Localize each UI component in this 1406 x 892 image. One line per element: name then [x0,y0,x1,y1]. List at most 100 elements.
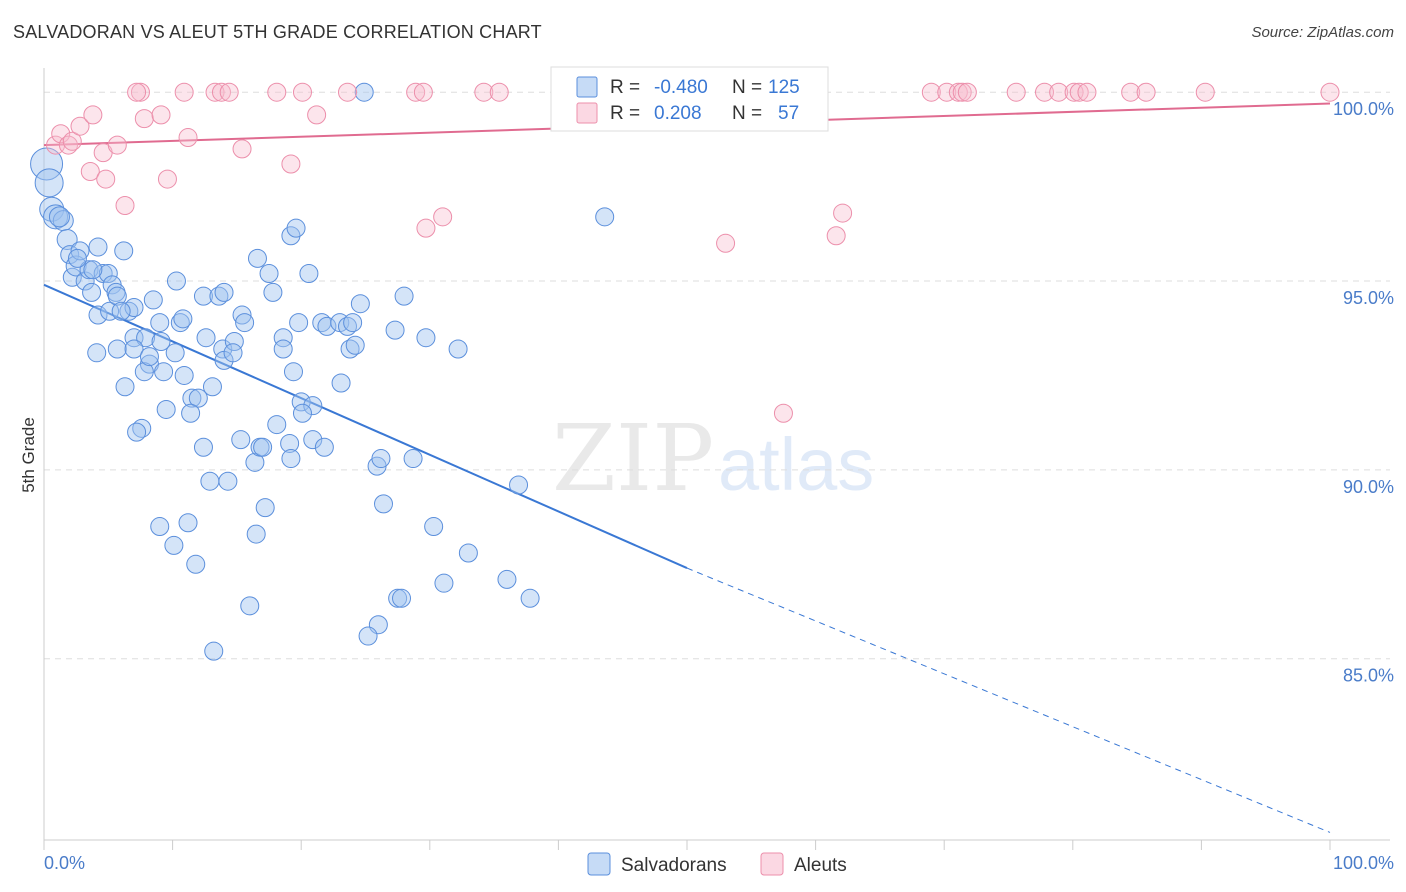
aleuts-point-24 [292,82,312,102]
salvadorans-point-80 [286,218,306,238]
salvadorans-point-90 [273,328,293,348]
salvadorans-point-56 [127,422,147,442]
y-tick-label-3: 100.0% [1333,99,1394,119]
salvadorans-point-99 [331,373,351,393]
salvadorans-point-97 [448,339,468,359]
aleuts-point-17 [178,128,198,148]
salvadorans-point-48 [174,365,194,385]
aleuts-point-21 [232,139,252,159]
stats-legend: R = -0.480 N = 125 R = 0.208 N = 57 [550,66,829,132]
salvadorans-point-83 [289,313,309,333]
salvadorans-point-19 [88,305,108,325]
salvadorans-point-91 [273,339,293,359]
salvadorans-point-22 [124,297,144,317]
salvadorans-point-35 [151,331,171,351]
tick-labels: 85.0% 90.0% 95.0% 100.0% 0.0% 100.0% [44,99,1394,873]
aleuts-point-29 [416,218,436,238]
gridlines [44,91,1390,660]
chart-title: SALVADORAN VS ALEUT 5TH GRADE CORRELATIO… [13,22,542,42]
salvadorans-point-104 [371,449,391,469]
x-tick-label-0: 0.0% [44,853,85,873]
aleuts-point-9 [107,135,127,155]
legend-n-value-2: 57 [778,103,799,124]
aleuts-point-15 [157,169,177,189]
salvadorans-point-10 [75,271,95,291]
salvadorans-point-47 [154,362,174,382]
salvadorans-point-102 [292,403,312,423]
aleuts-point-4 [70,116,90,136]
aleuts-point-45 [952,82,972,102]
aleuts-point-46 [957,82,977,102]
aleuts-point-42 [921,82,941,102]
salvadorans-point-78 [259,263,279,283]
salvadorans-point-38 [165,343,185,363]
aleuts-point-38 [773,403,793,423]
series-legend: Salvadorans Aleuts [587,852,847,876]
salvadorans-point-52 [188,388,208,408]
salvadorans-point-118 [354,82,374,102]
salvadorans-point-2 [39,196,65,222]
salvadorans-trend-extension [686,567,1331,833]
aleuts-point-25 [307,105,327,125]
aleuts-point-20 [219,82,239,102]
salvadorans-point-109 [434,573,454,593]
y-tick-label-2: 95.0% [1343,288,1394,308]
salvadorans-point-53 [156,399,176,419]
salvadorans-point-9 [70,241,90,261]
aleuts-point-28 [413,82,433,102]
legend-n-label-1: N = [732,77,762,98]
aleuts-point-8 [96,169,116,189]
salvadorans-point-8 [65,255,87,277]
salvadorans-point-108 [458,543,478,563]
salvadorans-point-33 [124,328,144,348]
salvadorans-point-87 [337,316,357,336]
salvadorans-point-20 [100,301,120,321]
aleuts-point-49 [1049,82,1069,102]
salvadorans-point-42 [87,343,107,363]
aleuts-point-47 [1006,82,1026,102]
salvadorans-point-77 [247,248,267,268]
bottom-legend-swatch-aleuts [760,852,784,876]
salvadorans-point-76 [204,641,224,661]
aleuts-point-19 [211,82,231,102]
salvadorans-point-94 [385,320,405,340]
salvadorans-point-105 [403,449,423,469]
salvadorans-trend-line [43,283,688,569]
salvadorans-point-13 [88,237,108,257]
aleuts-point-31 [474,82,494,102]
salvadorans-point-30 [214,282,234,302]
aleuts-point-2 [58,135,78,155]
salvadorans-point-110 [497,569,517,589]
aleuts-point-5 [80,162,100,182]
salvadorans-point-101 [303,396,323,416]
aleuts-point-35 [716,233,736,253]
salvadorans-point-85 [317,316,337,336]
salvadorans-point-122 [107,286,127,306]
watermark-atlas: atlas [718,423,874,506]
legend-r-value-2: 0.208 [654,103,702,124]
aleuts-point-16 [174,82,194,102]
aleuts-point-26 [337,82,357,102]
salvadorans-point-116 [509,475,529,495]
salvadorans-point-26 [170,313,190,333]
salvadorans-point-81 [299,263,319,283]
aleuts-point-12 [127,82,147,102]
aleuts-point-56 [1320,82,1340,102]
salvadorans-point-71 [178,513,198,533]
salvadorans-point-119 [83,260,103,280]
bottom-legend-label-salvadorans: Salvadorans [621,855,727,876]
salvadorans-point-112 [392,588,412,608]
salvadorans-point-93 [345,335,365,355]
salvadorans-point-45 [223,343,243,363]
salvadorans-point-96 [416,328,436,348]
salvadorans-point-64 [281,449,301,469]
salvadorans-point-37 [124,339,144,359]
legend-n-label-2: N = [732,103,762,124]
aleuts-point-23 [281,154,301,174]
source-credit: Source: ZipAtlas.com [1251,24,1394,41]
aleuts-point-27 [406,82,426,102]
salvadorans-point-58 [231,430,251,450]
salvadorans-point-21 [119,301,139,321]
aleuts-point-40 [826,226,846,246]
salvadorans-point-72 [164,535,184,555]
